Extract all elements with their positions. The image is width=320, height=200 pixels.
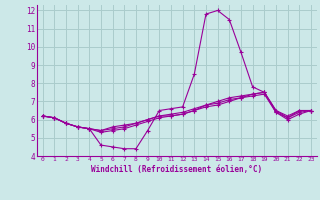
X-axis label: Windchill (Refroidissement éolien,°C): Windchill (Refroidissement éolien,°C) <box>91 165 262 174</box>
